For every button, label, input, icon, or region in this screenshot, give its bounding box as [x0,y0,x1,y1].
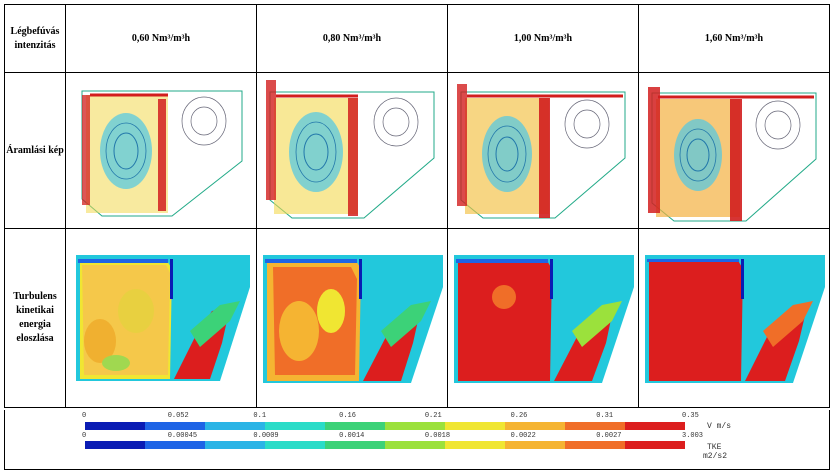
column-header-1: 0,60 Nm³/m³h [65,4,257,73]
tke-unit-value: m2/s2 [703,452,728,461]
color-swatch [625,422,685,430]
flow-field-figure [457,84,626,219]
color-swatch [565,422,625,430]
tke-contour-figure [76,254,250,381]
velocity-unit: V m/s [707,422,732,431]
tke-contour-figure [454,254,634,383]
column-header-4: 1,60 Nm³/m³h [638,4,830,73]
column-header-2: 0,80 Nm³/m³h [256,4,448,73]
tke-image-2 [256,228,448,408]
flow-image-2 [256,72,448,229]
tick-label: 0.16 [339,412,356,420]
tick-label: 0.1 [253,412,267,420]
tick-label: 0.0022 [510,432,536,440]
flow-field-figure [266,80,435,219]
tick-label: 0.21 [424,412,442,420]
color-swatch [265,441,325,449]
tick-label: 3.003 [682,432,704,440]
column-header-3: 1,00 Nm³/m³h [447,4,639,73]
row-label-tke: Turbulens kinetikai energia eloszlása [4,228,66,408]
tke-contour-figure [645,254,825,383]
tick-label: 0 [82,412,87,420]
color-legend: 0 0.052 0.1 0.16 0.21 0.26 0.31 0.35 V m/s 0 0.0… [4,410,830,470]
header-label: Légbefúvás intenzitás [4,4,66,73]
tick-label: 0.31 [596,412,614,420]
flow-image-4 [638,72,830,229]
color-swatch [385,441,445,449]
comparison-table: Légbefúvás intenzitás 0,60 Nm³/m³h 0,80 … [4,4,830,408]
tick-label: 0.26 [510,412,528,420]
flow-image-3 [447,72,639,229]
color-swatch [565,441,625,449]
color-swatch [265,422,325,430]
flow-field-figure [648,86,817,221]
tick-label: 0.0009 [253,432,279,440]
color-swatch [205,441,265,449]
velocity-color-bar [85,422,685,430]
color-swatch [505,422,565,430]
flow-field-figure [81,90,242,216]
tick-label: 0.35 [682,412,699,420]
color-swatch [325,422,385,430]
color-swatch [145,441,205,449]
color-swatch [205,422,265,430]
tick-label: 0.052 [167,412,189,420]
color-swatch [85,422,145,430]
tick-label: 0.0018 [424,432,451,440]
tke-unit-label: TKE [707,443,722,452]
color-swatch [85,441,145,449]
color-swatch [505,441,565,449]
color-swatch [385,422,445,430]
tick-label: 0.00045 [167,432,198,440]
tick-label: 0 [82,432,87,440]
tick-label: 0.0014 [339,432,365,440]
tke-contour-figure [263,254,443,383]
color-swatch [445,441,505,449]
flow-image-1 [65,72,257,229]
color-swatch [325,441,385,449]
color-swatch [445,422,505,430]
tke-image-4 [638,228,830,408]
tke-image-1 [65,228,257,408]
row-label-flow: Áramlási kép [4,72,66,229]
color-swatch [625,441,685,449]
tke-color-bar [85,441,685,449]
tke-image-3 [447,228,639,408]
tick-label: 0.0027 [596,432,622,440]
color-swatch [145,422,205,430]
